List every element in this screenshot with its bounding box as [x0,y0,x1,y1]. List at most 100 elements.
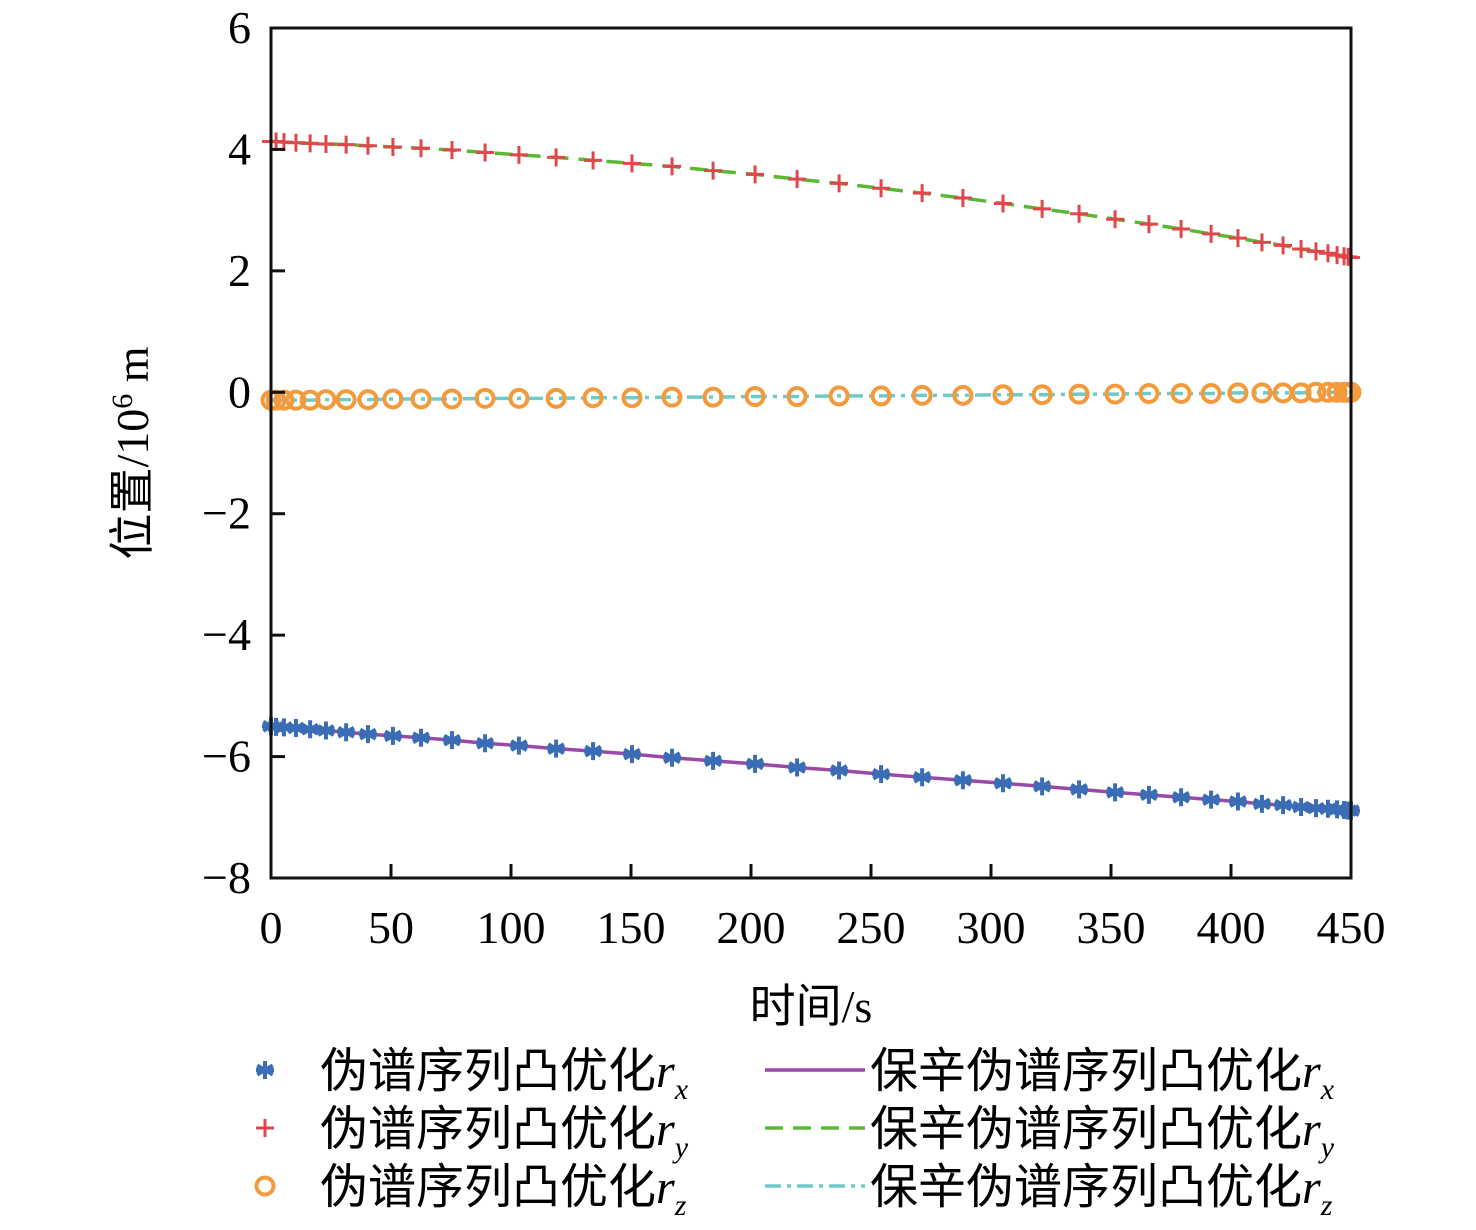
data-point-plus [301,134,320,153]
data-point-plus [1172,219,1191,238]
data-point-asterisk [358,725,377,744]
data-point-circle [1200,383,1222,404]
data-point-plus [663,157,682,176]
legend-label: 伪谱序列凸优化rz [320,1161,687,1222]
data-point-circle [621,387,643,409]
data-point-circle [1227,382,1249,404]
data-point-plus [830,174,849,193]
plot-frame [269,26,1353,880]
data-point-circle [382,388,404,410]
data-point-plus [1033,199,1052,218]
legend-label: 伪谱序列凸优化rx [320,1045,689,1106]
series-lines [270,139,1352,813]
data-point-circle [1170,383,1192,404]
data-point-circle [828,385,850,407]
data-point-plus [476,143,495,162]
data-point-asterisk [337,723,356,742]
x-tick-label: 350 [1077,902,1146,953]
data-point-plus [788,170,807,189]
x-tick-label: 150 [597,902,666,953]
legend: 伪谱序列凸优化rx伪谱序列凸优化ry伪谱序列凸优化rz保辛伪谱序列凸优化rx保辛… [254,1045,1335,1222]
data-point-plus [1252,233,1271,252]
data-point-circle [1031,384,1053,406]
data-point-asterisk [286,719,305,738]
x-tick-label: 50 [368,902,414,953]
data-point-plus [994,194,1012,213]
data-point-asterisk [704,751,723,770]
data-point-asterisk [476,734,495,753]
data-point-circle [410,388,432,410]
data-point-plus [358,136,377,155]
data-point-asterisk [1228,792,1247,811]
legend-label: 保辛伪谱序列凸优化rz [870,1161,1333,1222]
data-point-plus [913,184,932,203]
data-point-plus [704,161,723,180]
data-point-circle [992,384,1014,406]
legend-item: 伪谱序列凸优化ry [256,1103,689,1164]
data-point-asterisk [830,761,849,780]
data-point-asterisk [1318,799,1337,818]
data-point-circle [474,387,496,409]
data-point-plus [746,165,765,184]
data-point-asterisk [1274,796,1293,815]
data-point-asterisk [1202,790,1221,809]
legend-item: 保辛伪谱序列凸优化ry [765,1103,1335,1164]
data-point-circle [744,386,766,408]
data-point-circle [1068,383,1090,405]
data-point-asterisk [913,768,932,787]
data-point-plus [622,154,641,173]
data-point-plus [872,179,891,198]
data-point-asterisk [994,774,1012,793]
data-point-circle [870,385,892,407]
data-point-asterisk [316,721,335,740]
legend-marker-circle [254,1175,276,1197]
y-tick-label: 4 [228,123,251,174]
data-point-asterisk [1139,785,1158,804]
data-point-circle [441,388,463,410]
data-point-asterisk [274,718,293,737]
data-point-circle [357,389,379,411]
data-point-circle [661,386,683,408]
data-point-asterisk [412,728,430,747]
data-point-plus [1292,240,1311,258]
legend-item: 保辛伪谱序列凸优化rx [765,1045,1335,1106]
y-tick-label: −8 [202,852,251,903]
data-point-plus [547,148,566,167]
data-point-asterisk [1106,783,1125,802]
data-point-circle [1305,381,1327,403]
data-point-circle [1290,382,1312,404]
data-point-asterisk [1033,777,1052,796]
x-axis-label: 时间/s [750,981,873,1032]
data-point-asterisk [1252,794,1271,813]
data-point-plus [412,139,430,158]
y-axis-label: 位置/106 m [106,346,158,559]
data-point-circle [702,386,724,408]
x-tick-label: 250 [837,902,906,953]
data-point-circle [315,389,337,411]
data-point-asterisk [788,758,807,777]
legend-label: 保辛伪谱序列凸优化ry [870,1103,1335,1164]
data-point-circle [1251,382,1273,404]
data-point-circle [335,389,357,411]
data-point-plus [953,189,972,207]
x-tick-label: 300 [957,902,1026,953]
y-tick-label: −2 [202,488,251,539]
data-point-circle [582,387,604,409]
data-point-circle [952,384,974,406]
data-point-asterisk [442,731,461,750]
data-point-plus [1202,224,1221,243]
data-point-plus [337,135,356,154]
data-point-plus [1318,244,1337,263]
legend-marker-plus [256,1119,274,1137]
data-point-asterisk [663,748,682,767]
x-tick-label: 450 [1317,902,1386,953]
data-point-asterisk [383,726,402,745]
data-point-plus [584,151,603,170]
data-point-asterisk [584,742,603,761]
data-point-asterisk [301,720,320,739]
data-point-asterisk [622,745,641,764]
legend-item: 伪谱序列凸优化rx [256,1045,689,1106]
data-point-asterisk [547,739,566,758]
data-point-plus [316,134,335,153]
